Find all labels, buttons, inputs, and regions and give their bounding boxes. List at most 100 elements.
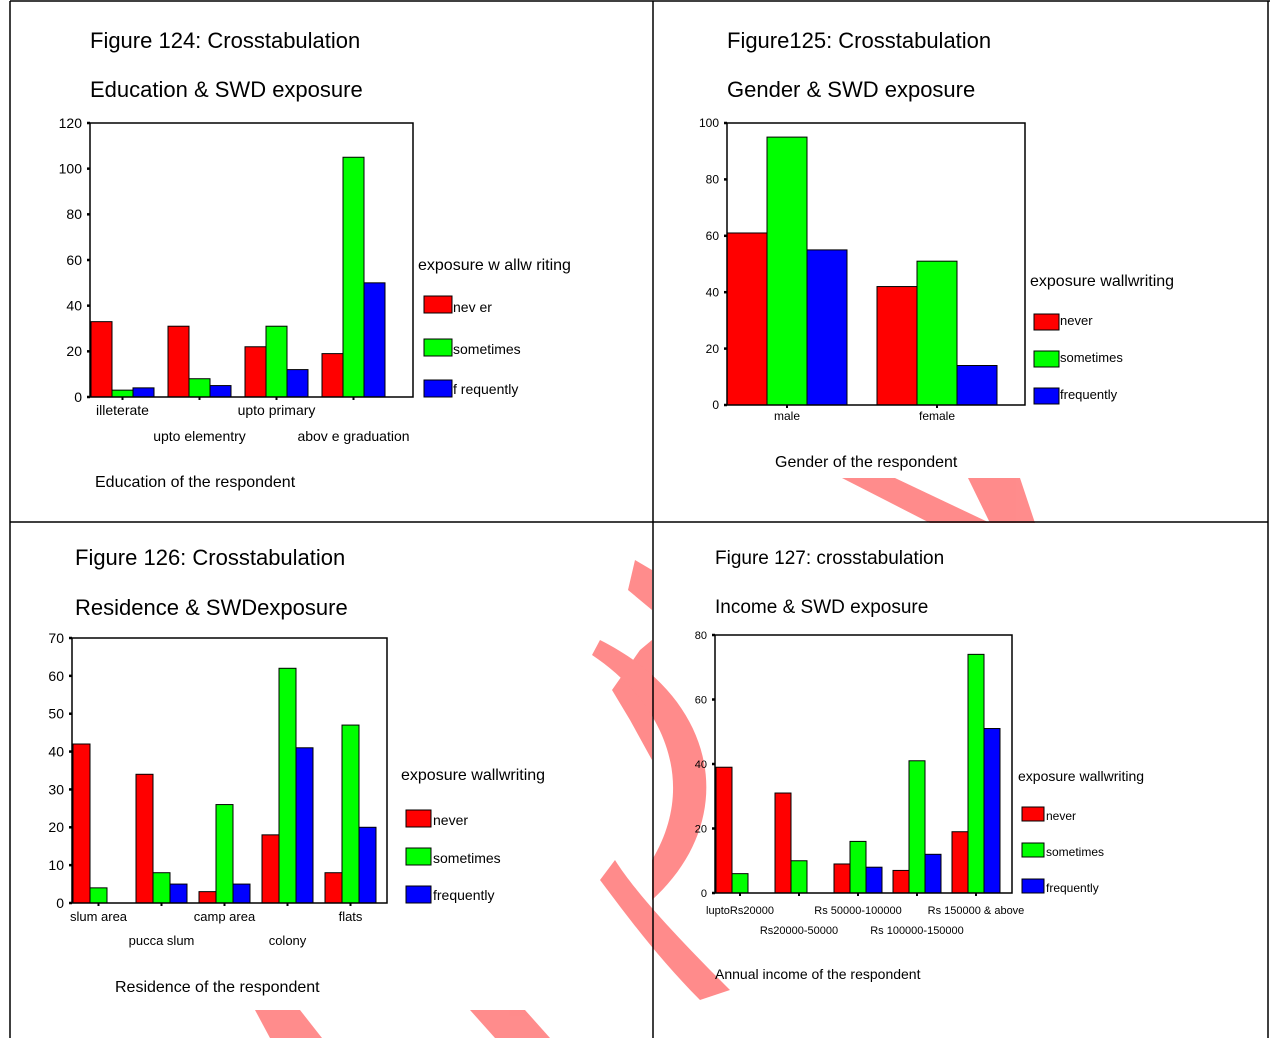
y-tick-label: 20: [695, 823, 707, 835]
bar-frequently-2: [232, 883, 251, 904]
panel-figure-124: Figure 124: Crosstabulation Education & …: [59, 28, 571, 491]
bar-frequently-0: [806, 249, 848, 406]
x-tick-label: Rs 50000-100000: [814, 905, 901, 917]
y-tick-label: 40: [695, 759, 707, 771]
x-tick-label: upto primary: [238, 402, 316, 418]
y-tick-label: 0: [56, 895, 64, 911]
x-tick-label: Rs 150000 & above: [928, 905, 1025, 917]
figure-label: Figure 127: crosstabulation: [715, 548, 944, 569]
legend-swatch-never: [405, 809, 432, 828]
bar-never-3: [892, 869, 910, 894]
figure-label: Figure125: Crosstabulation: [727, 28, 991, 53]
watermark-stroke: [255, 1010, 322, 1038]
plot-frame: [726, 122, 1026, 406]
bar-never-4: [324, 872, 343, 904]
y-tick-label: 20: [706, 342, 720, 356]
bar-sometimes-4: [341, 724, 360, 904]
chart-title: Income & SWD exposure: [715, 597, 928, 618]
bar-sometimes-1: [188, 378, 211, 398]
legend-swatch-frequently: [423, 379, 453, 398]
y-tick-label: 60: [48, 668, 64, 684]
panel-figure-126: Figure 126: Crosstabulation Residence & …: [48, 545, 545, 996]
bar-plot: 0 10 20 30 40 50 60 70 slum area camp area flats pu…: [48, 630, 388, 948]
bar-never-0: [715, 766, 733, 894]
bar-frequently-3: [295, 747, 314, 904]
legend-title: exposure w allw riting: [418, 257, 571, 274]
x-tick-label: flats: [339, 909, 363, 924]
x-tick-label: pucca slum: [129, 933, 195, 948]
y-tick-label: 0: [74, 389, 82, 405]
watermark-stroke: [600, 860, 730, 1000]
watermark-stroke: [628, 560, 652, 610]
y-tick-label: 30: [48, 781, 64, 797]
y-tick-label: 20: [66, 343, 82, 359]
y-tick-label: 60: [695, 694, 707, 706]
legend-title: exposure wallwriting: [1030, 273, 1174, 290]
legend-swatch-never: [1021, 806, 1045, 822]
bar-frequently-2: [865, 866, 883, 894]
bar-frequently-1: [169, 883, 188, 904]
bar-never-1: [167, 325, 190, 398]
x-tick-label: Rs 100000-150000: [870, 925, 964, 937]
panel-grid: [9, 0, 1270, 1038]
bar-never-3: [321, 353, 344, 398]
bar-sometimes-0: [89, 887, 108, 904]
bar-frequently-4: [358, 826, 377, 904]
bar-never-0: [726, 232, 768, 406]
chart-title: Education & SWD exposure: [90, 77, 363, 102]
legend-label-sometimes: sometimes: [453, 341, 521, 357]
bar-sometimes-1: [152, 872, 171, 904]
legend-swatch-never: [423, 295, 453, 314]
legend-label-sometimes: sometimes: [433, 850, 501, 866]
bar-frequently-0: [132, 387, 155, 398]
x-tick-label: male: [774, 409, 800, 423]
bar-never-1: [876, 286, 918, 406]
bar-sometimes-0: [766, 136, 808, 406]
legend-swatch-sometimes: [423, 338, 453, 357]
legend-title: exposure wallwriting: [401, 767, 545, 784]
legend-swatch-frequently: [405, 885, 432, 904]
legend-label-never: never: [1060, 313, 1093, 328]
x-tick-label: camp area: [194, 909, 256, 924]
bar-plot: 0 20 40 60 80 100 120 illeterate upto primary upt…: [59, 115, 414, 444]
legend-swatch-frequently: [1021, 878, 1045, 894]
legend-label-never: nev er: [453, 299, 492, 315]
legend-label-frequently: frequently: [1046, 881, 1099, 895]
y-tick-label: 100: [699, 116, 719, 130]
bar-sometimes-1: [790, 860, 808, 894]
chart-title: Residence & SWDexposure: [75, 595, 348, 620]
x-tick-label: female: [919, 409, 955, 423]
x-tick-label: abov e graduation: [297, 428, 409, 444]
x-tick-label: luptoRs20000: [706, 905, 774, 917]
panel-figure-125: Figure125: Crosstabulation Gender & SWD …: [699, 28, 1174, 471]
bar-plot: 0 20 40 60 80 luptoRs20000 Rs 50000-100000 Rs 1…: [695, 630, 1025, 937]
legend-label-frequently: frequently: [1060, 387, 1118, 402]
x-axis-label: Residence of the respondent: [115, 979, 320, 996]
y-tick-label: 60: [66, 252, 82, 268]
y-tick-label: 0: [701, 888, 707, 900]
bar-sometimes-4: [967, 653, 985, 894]
plot-frame: [71, 637, 388, 904]
bar-sometimes-3: [278, 667, 297, 904]
y-tick-label: 120: [59, 115, 83, 131]
y-tick-label: 0: [712, 398, 719, 412]
bar-never-2: [833, 863, 851, 894]
x-axis-label: Gender of the respondent: [775, 454, 958, 471]
bar-never-0: [72, 743, 91, 904]
bar-frequently-1: [209, 385, 232, 398]
legend-label-frequently: frequently: [433, 887, 494, 903]
y-tick-label: 80: [695, 630, 707, 642]
watermark-stroke: [968, 478, 1035, 523]
bar-frequently-2: [286, 369, 309, 398]
legend-swatch-sometimes: [1033, 350, 1060, 368]
bar-never-2: [198, 891, 217, 904]
bar-never-4: [951, 831, 969, 894]
legend-label-sometimes: sometimes: [1046, 845, 1104, 859]
x-axis-label: Annual income of the respondent: [715, 966, 921, 982]
watermark-stroke: [470, 1010, 550, 1038]
x-tick-label: illeterate: [96, 402, 149, 418]
x-tick-label: colony: [269, 933, 307, 948]
y-tick-label: 80: [706, 173, 720, 187]
bar-frequently-3: [924, 853, 942, 894]
